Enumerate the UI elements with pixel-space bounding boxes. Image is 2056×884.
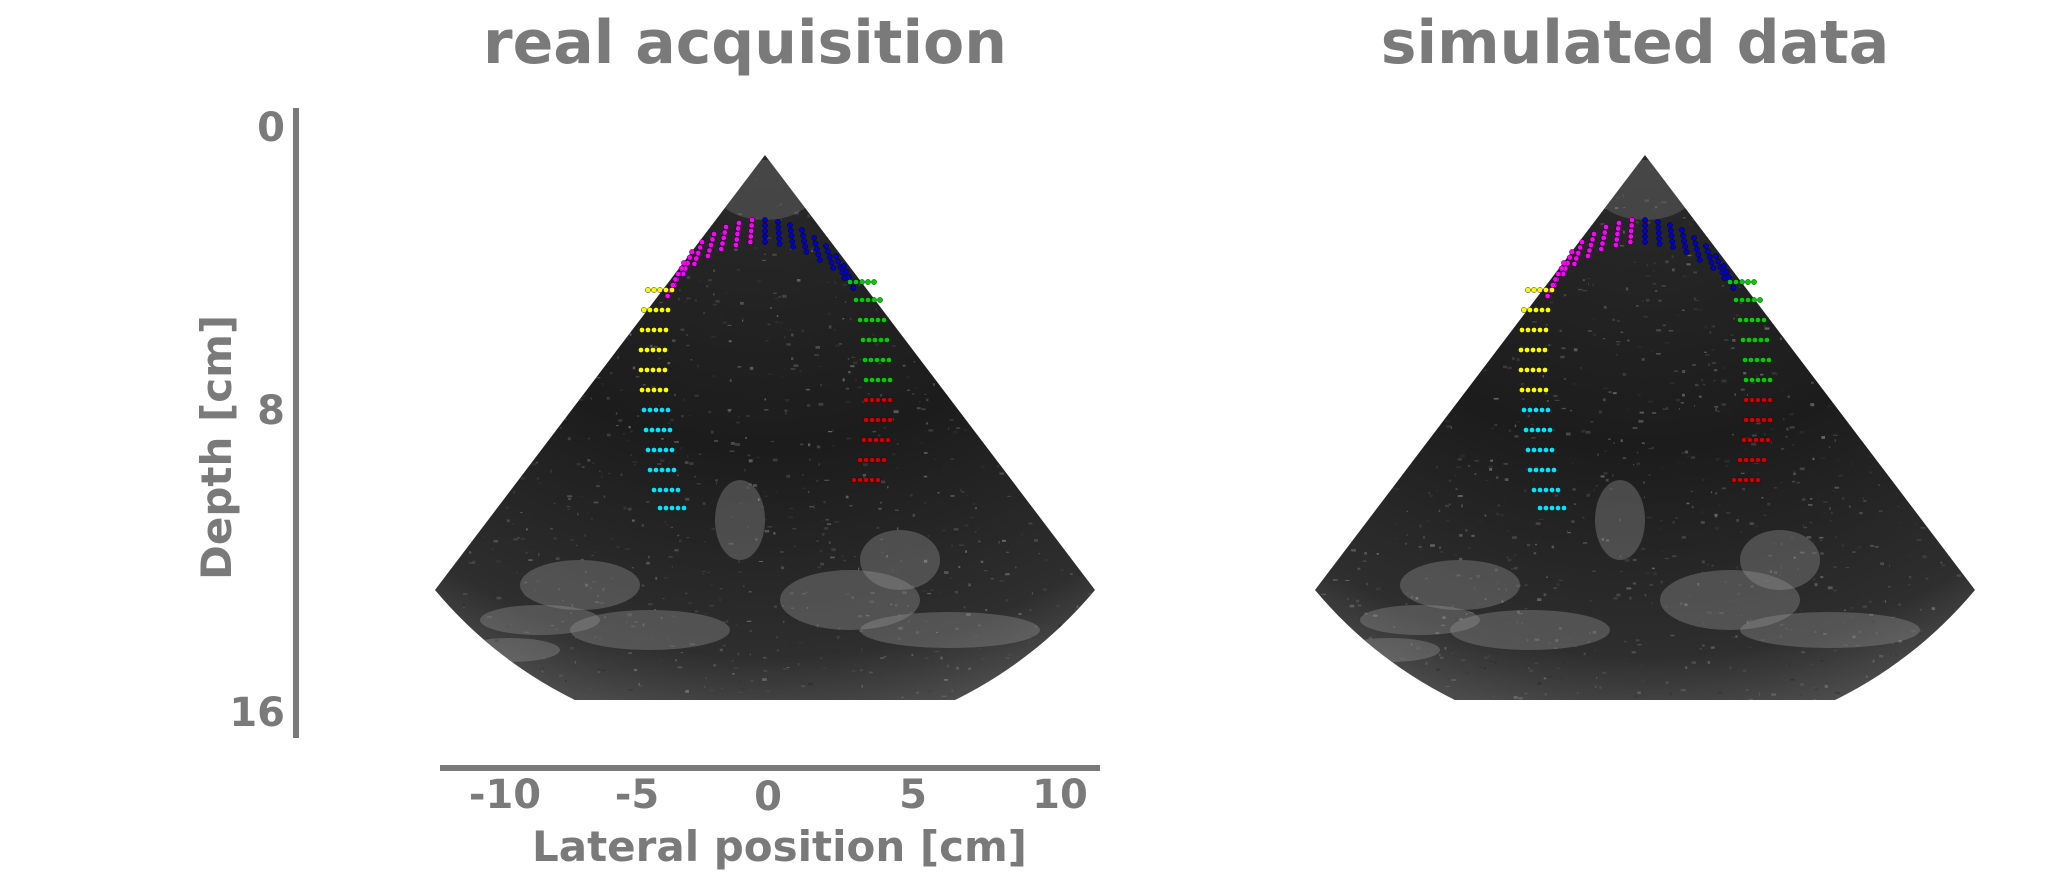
- x-axis-label: Lateral position [cm]: [532, 822, 1027, 871]
- tracking-points-green: [847, 279, 893, 383]
- tracking-points-yellow: [1518, 287, 1555, 393]
- tracking-points-yellow: [638, 287, 675, 393]
- y-tick-0: 0: [257, 105, 285, 151]
- tracking-points-red: [851, 397, 893, 483]
- y-tick-8: 8: [257, 388, 285, 434]
- speckle: [1315, 155, 1975, 700]
- x-tick-neg10: -10: [468, 772, 542, 818]
- tracking-points-blue: [762, 217, 857, 291]
- sector-background: [1315, 155, 1975, 700]
- ultrasound-sector-real: [435, 155, 1095, 700]
- tracking-points-red: [1731, 397, 1773, 483]
- x-tick-neg5: -5: [614, 772, 660, 818]
- x-tick-10: 10: [1032, 772, 1088, 818]
- x-axis-line: [440, 765, 1100, 771]
- tracking-points-magenta: [664, 217, 755, 299]
- sector-background: [435, 155, 1095, 700]
- ultrasound-image-simulated: [1310, 150, 1980, 700]
- y-tick-16: 16: [229, 690, 285, 736]
- tracking-points-cyan: [641, 407, 687, 511]
- tracking-points-magenta: [1544, 217, 1635, 299]
- x-tick-5: 5: [899, 772, 927, 818]
- tracking-points-blue: [1642, 217, 1737, 291]
- y-axis-line: [293, 108, 299, 738]
- title-simulated-data: simulated data: [1380, 8, 1890, 78]
- tracking-points-green: [1727, 279, 1773, 383]
- y-axis-label: Depth [cm]: [192, 314, 241, 580]
- ultrasound-image-real: [430, 150, 1100, 700]
- x-tick-0: 0: [754, 774, 782, 820]
- title-real-acquisition: real acquisition: [483, 8, 1007, 78]
- ultrasound-sector-simulated: [1315, 155, 1975, 700]
- tracking-points-cyan: [1521, 407, 1567, 511]
